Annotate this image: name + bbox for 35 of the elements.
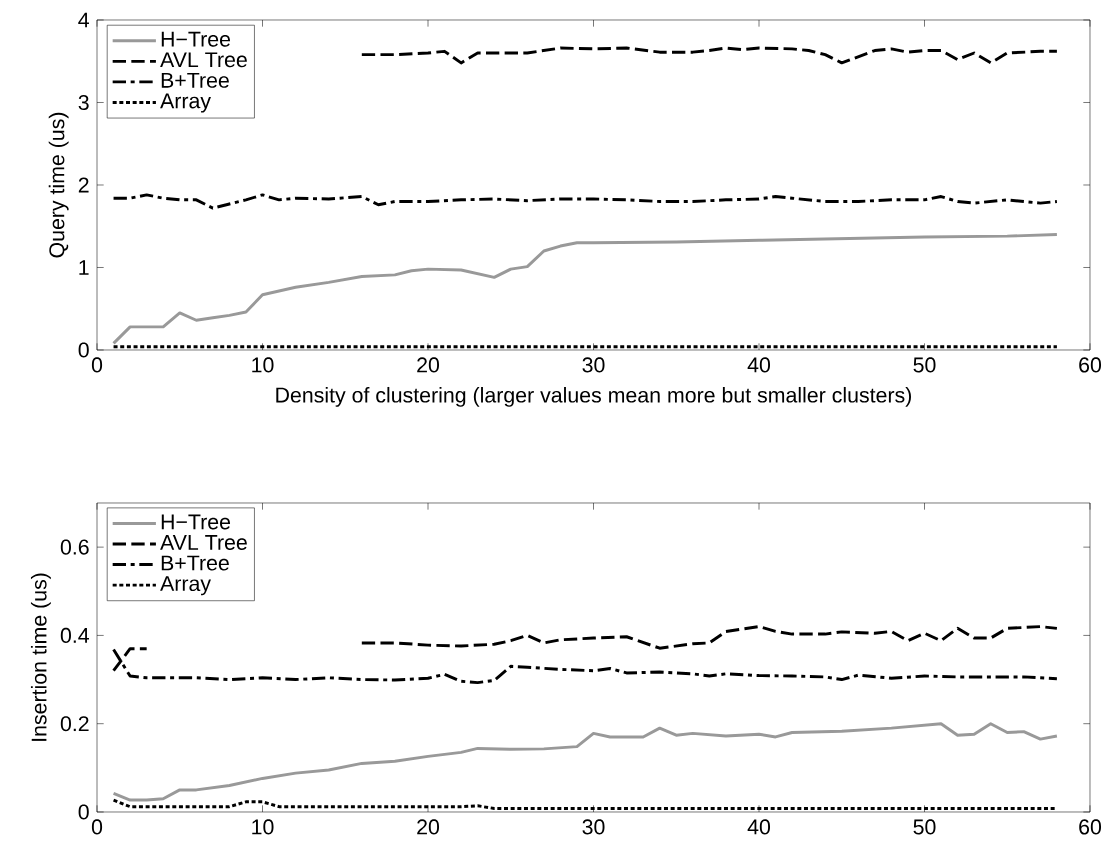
x-tick-label: 50: [913, 357, 936, 373]
y-tick-label: 0.2: [60, 716, 89, 732]
x-tick-label: 60: [1079, 819, 1102, 835]
y-tick-label: 2: [78, 177, 89, 193]
y-tick-label: 1: [79, 260, 89, 275]
x-tick-label: 30: [582, 357, 605, 373]
y-tick-label: 0: [78, 342, 89, 358]
x-tick-label: 20: [417, 819, 440, 835]
legend-label: B+Tree: [161, 72, 229, 88]
x-tick-label: 0: [91, 357, 103, 373]
legend-label: Array: [160, 93, 211, 113]
x-tick-label: 60: [1079, 357, 1102, 373]
legend-label: Array: [160, 576, 211, 596]
legend-label: H−Tree: [161, 514, 231, 530]
y-axis-title: Query time (us): [48, 112, 69, 258]
y-axis-title: Insertion time (us): [30, 573, 51, 741]
y-tick-label: 0.6: [60, 539, 89, 555]
legend-label: B+Tree: [161, 555, 229, 571]
x-tick-label: 20: [417, 357, 440, 373]
x-tick-label: 50: [913, 819, 936, 835]
legend-label: AVL Tree: [160, 535, 247, 550]
x-tick-label: 40: [747, 819, 771, 835]
y-tick-label: 4: [78, 12, 89, 28]
x-tick-label: 40: [747, 357, 771, 373]
x-tick-label: 30: [582, 819, 605, 835]
y-tick-label: 0.4: [60, 627, 89, 643]
x-tick-label: 10: [252, 357, 274, 373]
x-axis-title: Density of clustering (larger values mean more but smaller clusters): [276, 386, 911, 407]
line-series: [112, 193, 1059, 210]
legend-label: H−Tree: [161, 31, 231, 47]
y-tick-label: 0: [78, 804, 89, 820]
y-tick-label: 3: [78, 94, 89, 111]
x-tick-label: 0: [91, 819, 103, 835]
x-tick-label: 10: [252, 819, 274, 835]
legend-label: AVL Tree: [160, 52, 247, 68]
